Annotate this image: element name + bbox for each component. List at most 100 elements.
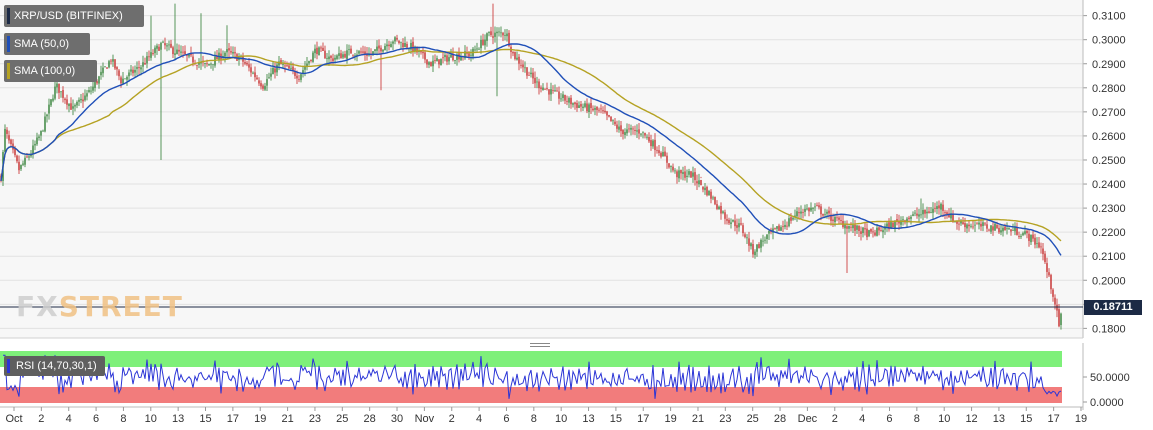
candle-body (286, 65, 288, 67)
candle-body (630, 127, 632, 130)
candle-body (224, 52, 226, 57)
candle-body (110, 60, 112, 62)
candle-body (568, 98, 570, 103)
candle-body (142, 62, 144, 67)
candle-body (640, 133, 642, 135)
candle-body (920, 214, 922, 216)
candle-body (802, 212, 804, 213)
time-axis-label: 15 (199, 413, 211, 425)
candle-body (978, 222, 980, 225)
rsi-axis-label: 0.0000 (1090, 397, 1124, 409)
candle-body (168, 44, 170, 46)
candle-body (652, 140, 654, 147)
candle-body (304, 67, 306, 70)
price-plot-background (0, 0, 1083, 338)
candle-body (174, 53, 176, 55)
candle-body (882, 230, 884, 233)
candle-body (96, 81, 98, 84)
candle-body (138, 67, 140, 69)
candle-body (664, 151, 666, 157)
candle-body (32, 145, 34, 155)
panel-resize-handle[interactable] (530, 343, 550, 349)
candle-body (336, 55, 338, 59)
candle-body (292, 66, 294, 71)
candle-body (488, 31, 490, 33)
candle-body (1028, 233, 1030, 241)
candle-body (800, 211, 802, 214)
candle-body (840, 219, 842, 221)
candle-body (814, 206, 816, 208)
candle-body (956, 221, 958, 224)
candle-body (534, 77, 536, 84)
candle-body (650, 140, 652, 147)
candle-body (718, 206, 720, 210)
candle-body (148, 56, 150, 58)
candle-body (538, 81, 540, 89)
candle-body (468, 53, 470, 57)
candle-body (1014, 227, 1016, 232)
candle-body (774, 228, 776, 229)
candle-body (152, 53, 154, 55)
candle-body (212, 64, 214, 66)
candle-body (626, 129, 628, 134)
candle-body (676, 171, 678, 178)
candle-body (374, 49, 376, 52)
candle-body (398, 40, 400, 44)
candle-body (570, 97, 572, 105)
candle-body (172, 47, 174, 55)
candle-body (866, 228, 868, 238)
candle-body (572, 103, 574, 105)
candle-body (968, 224, 970, 227)
candle-body (306, 63, 308, 67)
time-axis-label: 15 (610, 413, 622, 425)
candle-body (232, 52, 234, 54)
candle-body (178, 49, 180, 52)
candle-body (952, 213, 954, 223)
candle-body (430, 62, 432, 67)
candle-body (602, 110, 604, 112)
candle-body (608, 114, 610, 117)
candle-body (574, 102, 576, 105)
candle-body (198, 63, 200, 65)
candle-body (598, 109, 600, 111)
candle-body (256, 77, 258, 80)
candle-body (684, 171, 686, 178)
candle-body (514, 52, 516, 59)
candle-body (300, 74, 302, 80)
candle-body (416, 47, 418, 53)
candle-body (584, 103, 586, 107)
candle-body (700, 179, 702, 186)
candle-body (56, 83, 58, 88)
candle-body (268, 77, 270, 79)
candle-body (380, 47, 382, 52)
candle-body (784, 224, 786, 227)
candle-body (184, 51, 186, 55)
candle-body (234, 52, 236, 54)
price-axis-label: 0.2100 (1092, 251, 1126, 263)
candle-body (246, 62, 248, 65)
candle-body (518, 56, 520, 64)
candle-body (442, 57, 444, 59)
instrument-swatch (7, 8, 10, 24)
candle-body (960, 221, 962, 224)
time-axis-label: 10 (145, 413, 157, 425)
candle-body (604, 110, 606, 113)
candle-body (206, 63, 208, 65)
time-axis-label: 23 (309, 413, 321, 425)
candle-body (64, 98, 66, 101)
candle-body (932, 208, 934, 213)
candle-body (326, 58, 328, 59)
candle-body (934, 207, 936, 209)
price-axis-label: 0.2000 (1092, 275, 1126, 287)
candle-body (72, 106, 74, 109)
time-axis-label: Nov (415, 413, 435, 425)
candle-body (102, 67, 104, 74)
price-axis-label: 0.2800 (1092, 83, 1126, 95)
candle-body (132, 69, 134, 74)
candle-body (552, 90, 554, 91)
candle-body (690, 171, 692, 178)
candle-body (422, 51, 424, 54)
candle-body (250, 67, 252, 73)
candle-body (170, 43, 172, 48)
price-axis-label: 0.2500 (1092, 155, 1126, 167)
